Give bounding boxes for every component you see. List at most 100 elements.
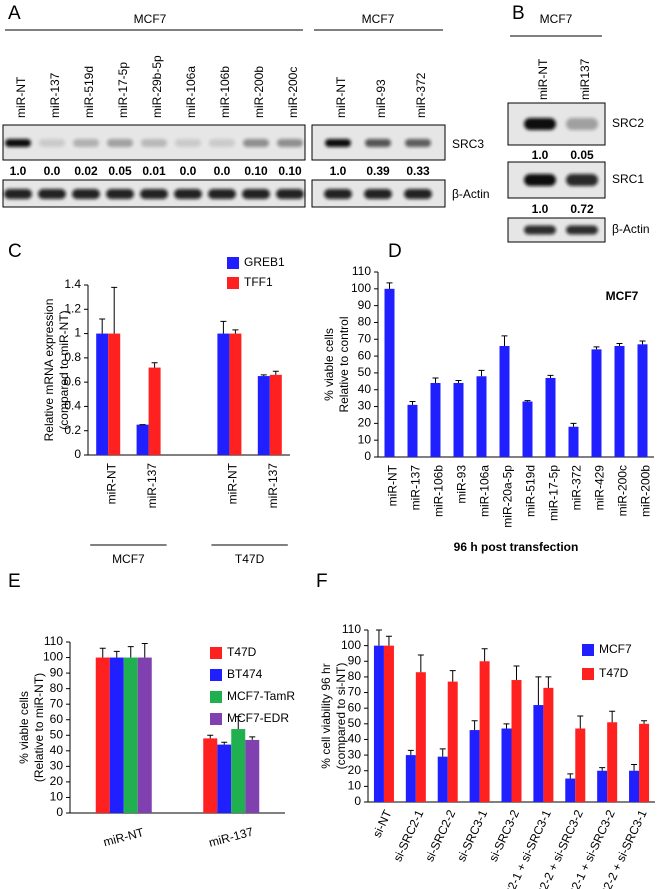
error-bar	[432, 377, 439, 383]
panel-label: A	[8, 3, 21, 24]
blot-band	[5, 139, 31, 147]
bar	[430, 383, 441, 457]
error-bar	[481, 648, 488, 662]
error-bar	[99, 318, 106, 334]
blot-band	[174, 189, 202, 199]
y-tick-label: 20	[50, 774, 64, 788]
legend-label: GREB1	[244, 255, 285, 269]
error-bar	[232, 329, 239, 334]
error-bar	[407, 749, 414, 756]
bar	[597, 770, 608, 802]
y-tick-label: 0.8	[64, 350, 81, 364]
legend-label: T47D	[227, 645, 257, 659]
y-tick-label: 70	[358, 331, 372, 345]
blot-band	[243, 139, 269, 147]
blot-band	[566, 118, 598, 130]
blot-label: SRC2	[612, 116, 644, 130]
y-axis-label: Relative to control	[337, 316, 351, 412]
quant-label: 1.0	[330, 164, 347, 178]
blot-band	[4, 189, 32, 199]
y-tick-label: 110	[44, 634, 63, 648]
bar	[511, 680, 522, 802]
x-tick-label: miR-17-5p	[547, 465, 561, 521]
panel-label: E	[8, 571, 21, 592]
y-tick-label: 1	[74, 326, 81, 340]
quant-label: 1.0	[532, 148, 549, 162]
y-tick-label: 0	[56, 805, 63, 819]
bar	[629, 770, 640, 802]
quant-label: 0.05	[570, 148, 594, 162]
quant-label: 0.0	[180, 164, 197, 178]
y-axis-label: % viable cells	[322, 328, 336, 401]
y-tick-label: 0	[364, 449, 371, 463]
y-tick-label: 40	[50, 743, 64, 757]
x-tick-label: si-SRC2-2	[422, 807, 458, 863]
blot-band	[107, 139, 133, 147]
x-tick-label: miR-372	[570, 465, 584, 511]
error-bar	[260, 374, 267, 377]
bar	[383, 645, 394, 802]
bar	[607, 722, 618, 802]
x-tick-label: miR-106b	[432, 465, 446, 517]
error-bar	[272, 370, 279, 375]
legend-swatch	[227, 277, 239, 289]
error-bar	[609, 710, 616, 723]
blot-band	[39, 139, 65, 147]
y-tick-label: 1.4	[64, 277, 81, 291]
x-tick-label: miR-106a	[478, 465, 492, 517]
quant-label: 0.0	[44, 164, 61, 178]
bar	[257, 376, 270, 455]
blot-band	[175, 139, 201, 147]
legend-swatch	[210, 713, 222, 725]
x-tick-label: miR-20a-5p	[501, 465, 515, 528]
quant-label: 0.10	[278, 164, 302, 178]
x-tick-label: si-SRC3-2	[486, 807, 522, 863]
y-tick-label: 0.2	[64, 423, 81, 437]
bar	[522, 401, 533, 457]
y-tick-label: 100	[43, 650, 63, 664]
y-tick-label: 80	[348, 669, 362, 683]
error-bar	[570, 422, 577, 427]
bar	[123, 657, 138, 813]
panel-label: B	[512, 3, 525, 24]
error-bar	[577, 715, 584, 729]
bar	[568, 426, 579, 457]
lane-label: miR-17-5p	[116, 62, 130, 118]
lane-label: miR-200c	[286, 67, 300, 118]
quant-label: 1.0	[532, 202, 549, 216]
legend-swatch	[210, 669, 222, 681]
bar	[639, 723, 650, 802]
y-axis-label: % viable cells	[17, 691, 31, 764]
bar	[533, 705, 544, 802]
bar	[229, 333, 242, 455]
blot-label: β-Actin	[452, 187, 490, 201]
y-tick-label: 50	[348, 716, 362, 730]
bar	[479, 661, 490, 802]
x-tick-label: miR-137	[145, 463, 159, 509]
blot-label: SRC1	[612, 172, 644, 186]
bar	[447, 681, 458, 802]
legend-label: MCF7	[599, 642, 632, 656]
bar	[245, 739, 260, 813]
lane-label: miR-NT	[334, 76, 348, 118]
blot-band	[404, 189, 432, 199]
error-bar	[567, 773, 574, 779]
x-tick-label: miR-NT	[104, 462, 118, 504]
x-tick-label: miR-93	[455, 465, 469, 504]
blot-band	[208, 189, 236, 199]
error-bar	[631, 763, 638, 771]
y-tick-label: 10	[358, 432, 372, 446]
y-tick-label: 70	[348, 685, 362, 699]
lane-label: miR-NT	[536, 58, 550, 100]
y-tick-label: 10	[348, 779, 362, 793]
y-tick-label: 100	[341, 638, 361, 652]
error-bar	[535, 676, 542, 706]
bar	[269, 374, 282, 455]
error-bar	[207, 734, 214, 739]
blot-band	[524, 174, 556, 186]
x-tick-label: si-NT	[370, 807, 395, 839]
bar	[614, 346, 625, 457]
x-tick-label: si-SRC2-1	[390, 807, 426, 863]
y-tick-label: 40	[348, 732, 362, 746]
